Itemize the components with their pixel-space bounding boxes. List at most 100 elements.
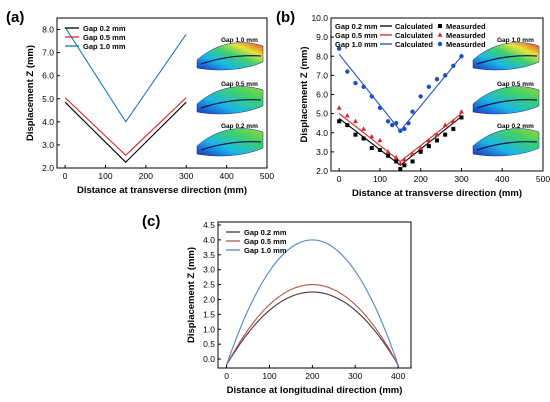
legend-label: Gap 0.5 mm [83,33,126,42]
x-tick-label: 200 [139,171,153,181]
measured-point [459,109,464,114]
x-tick-label: 200 [414,174,428,184]
legend-gap-label: Gap 1.0 mm [335,40,378,49]
measured-point [442,73,448,78]
measured-point [369,146,374,151]
measured-point [345,69,350,74]
measured-point [345,123,350,128]
measured-point [361,126,367,131]
measured-point [389,122,395,128]
x-tick-label: 100 [98,171,112,181]
y-tick-label: 2.0 [316,166,328,176]
fea-gap-line [476,55,538,65]
y-tick-label: 7.0 [316,70,328,80]
series-line [338,53,462,132]
y-tick-label: 3.0 [203,265,215,275]
inset-label: Gap 0.5 mm [497,81,534,88]
measured-point [435,138,439,143]
measured-point [450,118,456,124]
x-tick-label: 300 [454,174,468,184]
measured-point [336,46,342,51]
legend-gap-label: Gap 0.2 mm [335,22,378,31]
measured-point [426,84,432,90]
legend-calculated-label: Calculated [395,40,433,49]
plot-frame [56,17,268,169]
measured-point [369,133,375,139]
series-line [64,26,187,123]
x-axis-label: Distance at transverse direction (mm) [352,188,522,199]
y-tick-label: 0.5 [203,339,215,349]
measured-point [393,155,399,160]
measured-point [410,159,415,164]
measured-point [434,132,440,137]
measured-point [434,77,440,82]
y-axis-label: Displacement Z (mm) [186,247,197,343]
y-axis-label: Displacement Z (mm) [299,46,310,142]
y-tick-label: 3.0 [42,140,54,150]
legend-label: Gap 0.2 mm [83,24,126,33]
fea-surface-image [196,86,264,115]
x-tick-label: 200 [305,371,319,381]
y-tick-label: 9.0 [316,32,328,42]
fea-gap-line [200,141,262,151]
fea-gap-line [200,55,262,65]
measured-point [459,54,464,59]
measured-point [353,118,358,124]
y-tick-label: 3.5 [203,250,215,260]
legend-marker [438,24,442,28]
y-tick-label: 3.0 [316,147,328,157]
y-tick-label: 10.0 [311,13,328,23]
x-tick-label: 500 [260,171,274,181]
legend-marker [437,32,443,37]
measured-point [451,126,456,131]
x-tick-label: 0 [63,171,68,181]
panel-label: (b) [276,9,295,26]
x-tick-label: 300 [179,171,193,181]
fea-surface-image [196,42,264,71]
legend-calculated-label: Calculated [395,22,433,31]
measured-point [385,149,391,154]
measured-point [459,115,464,120]
legend-label: Gap 0.2 mm [244,228,287,237]
measured-point [394,120,399,126]
measured-point [361,136,366,141]
x-tick-label: 100 [373,174,387,184]
measured-point [398,167,403,172]
measured-point [451,63,456,69]
legend-marker [437,41,443,47]
measured-point [337,119,342,124]
inset-label: Gap 0.2 mm [221,123,258,130]
measured-point [426,144,431,149]
fea-gap-line [476,141,538,151]
measured-point [410,151,415,156]
measured-point [377,137,383,143]
x-tick-label: 400 [220,171,234,181]
x-tick-label: 400 [391,371,405,381]
series-line [226,239,399,366]
fea-surface-image [472,86,540,115]
fea-inset: Gap 0.2 mm [196,123,264,157]
x-tick-label: 0 [337,174,342,184]
legend-label: Gap 1.0 mm [244,246,287,255]
y-axis-label: Displacement Z (mm) [25,45,36,141]
fea-gap-line [200,99,262,109]
x-axis-label: Distance at transverse direction (mm) [77,185,247,196]
series-line [338,113,462,163]
y-tick-label: 8.0 [42,25,54,35]
panel-label: (c) [142,213,160,230]
legend-measured-label: Measurded [446,31,486,40]
measured-point [386,153,391,158]
panel-b: (b) 0 100 200 300 400 500 2.0 3.0 4.0 5.0 6.0 7.0 8.0… [276,9,550,199]
y-tick-label: 4.5 [203,220,215,230]
series-line [64,101,187,163]
legend-gap-label: Gap 0.5 mm [335,31,378,40]
x-tick-label: 500 [536,174,550,184]
legend-measured-label: Measurded [446,40,486,49]
y-tick-label: 8.0 [316,51,328,61]
measured-point [398,128,403,134]
measured-point [442,122,448,127]
series-line [338,116,462,166]
fea-surface-image [196,128,264,157]
plot-frame [217,221,412,369]
legend-label: Gap 1.0 mm [83,42,126,51]
